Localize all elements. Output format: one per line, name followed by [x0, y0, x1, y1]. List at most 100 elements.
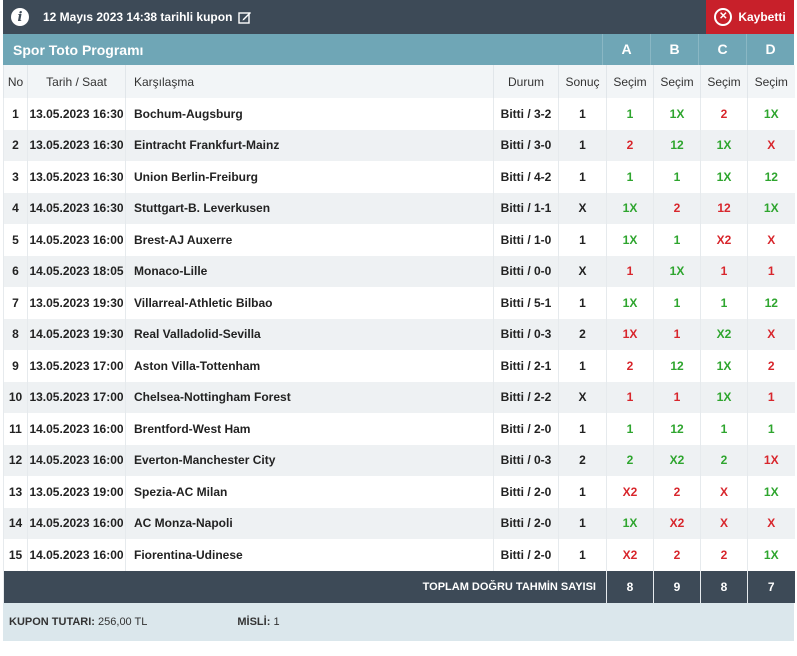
header-choice-b: Seçim	[653, 65, 701, 98]
row-choice-a: 1	[606, 161, 654, 193]
row-date: 13.05.2023 16:30	[27, 129, 126, 161]
table-row: 7 13.05.2023 19:30 Villarreal-Athletic Bil…	[3, 287, 795, 319]
row-match: Eintracht Frankfurt-Mainz	[125, 129, 494, 161]
info-icon[interactable]: i	[11, 8, 29, 26]
row-choice-c: 1	[700, 255, 748, 287]
column-headers: A B C D	[602, 34, 794, 65]
row-choice-d: 1X	[747, 476, 795, 508]
row-match: Fiorentina-Udinese	[125, 539, 494, 571]
table-row: 2 13.05.2023 16:30 Eintracht Frankfurt-Mai…	[3, 129, 795, 161]
program-bar: Spor Toto Programı A B C D	[3, 34, 794, 65]
row-result: 1	[558, 476, 607, 508]
row-no: 8	[3, 318, 28, 350]
row-choice-a: X2	[606, 476, 654, 508]
row-choice-d: X	[747, 224, 795, 256]
row-result: 2	[558, 444, 607, 476]
header-choice-c: Seçim	[700, 65, 748, 98]
coupon-header: i 12 Mayıs 2023 14:38 tarihli kupon ✕ Ka…	[3, 0, 794, 34]
row-choice-d: 1X	[747, 444, 795, 476]
header-match: Karşılaşma	[125, 65, 494, 98]
column-d: D	[746, 34, 794, 65]
header-no: No	[3, 65, 28, 98]
row-no: 9	[3, 350, 28, 382]
row-status: Bitti / 5-1	[493, 287, 559, 319]
row-result: 1	[558, 539, 607, 571]
row-status: Bitti / 2-1	[493, 350, 559, 382]
totals-label: TOPLAM DOĞRU TAHMİN SAYISI	[3, 570, 607, 603]
row-choice-d: 12	[747, 287, 795, 319]
row-choice-b: 1X	[653, 98, 701, 130]
row-status: Bitti / 2-0	[493, 507, 559, 539]
row-choice-c: 2	[700, 98, 748, 130]
total-a: 8	[606, 570, 654, 603]
header-choice-a: Seçim	[606, 65, 654, 98]
row-date: 14.05.2023 19:30	[27, 318, 126, 350]
table-row: 8 14.05.2023 19:30 Real Valladolid-Sevilla…	[3, 318, 795, 350]
row-result: 1	[558, 507, 607, 539]
row-status: Bitti / 3-0	[493, 129, 559, 161]
row-date: 13.05.2023 16:30	[27, 98, 126, 130]
row-date: 13.05.2023 17:00	[27, 381, 126, 413]
column-b: B	[650, 34, 698, 65]
row-match: Monaco-Lille	[125, 255, 494, 287]
table-row: 3 13.05.2023 16:30 Union Berlin-Freiburg Bi…	[3, 161, 795, 193]
row-choice-c: 1X	[700, 129, 748, 161]
amount-label: KUPON TUTARI:	[9, 615, 95, 628]
row-status: Bitti / 0-3	[493, 444, 559, 476]
table-row: 6 14.05.2023 18:05 Monaco-Lille Bitti / 0-0…	[3, 255, 795, 287]
row-choice-b: 1	[653, 381, 701, 413]
coupon-amount: KUPON TUTARI: 256,00 TL	[9, 616, 147, 628]
row-status: Bitti / 1-0	[493, 224, 559, 256]
row-match: Spezia-AC Milan	[125, 476, 494, 508]
row-no: 4	[3, 192, 28, 224]
row-choice-a: 1X	[606, 318, 654, 350]
row-no: 14	[3, 507, 28, 539]
row-choice-d: X	[747, 318, 795, 350]
table-row: 10 13.05.2023 17:00 Chelsea-Nottingham For…	[3, 381, 795, 413]
row-match: Bochum-Augsburg	[125, 98, 494, 130]
row-choice-a: 1	[606, 255, 654, 287]
header-result: Sonuç	[558, 65, 607, 98]
row-choice-c: 1X	[700, 350, 748, 382]
row-status: Bitti / 2-0	[493, 476, 559, 508]
row-choice-d: 1X	[747, 192, 795, 224]
table-header-row: No Tarih / Saat Karşılaşma Durum Sonuç S…	[3, 65, 795, 98]
row-no: 3	[3, 161, 28, 193]
header-choice-d: Seçim	[747, 65, 795, 98]
row-date: 14.05.2023 16:00	[27, 444, 126, 476]
row-date: 14.05.2023 16:00	[27, 413, 126, 445]
row-date: 13.05.2023 19:30	[27, 287, 126, 319]
edit-icon[interactable]	[238, 10, 252, 24]
row-result: 1	[558, 161, 607, 193]
coupon-footer: KUPON TUTARI: 256,00 TL MİSLİ: 1	[3, 602, 794, 641]
row-result: 1	[558, 350, 607, 382]
row-match: Villarreal-Athletic Bilbao	[125, 287, 494, 319]
row-match: Brest-AJ Auxerre	[125, 224, 494, 256]
row-choice-d: 2	[747, 350, 795, 382]
program-name: Spor Toto Programı	[13, 41, 144, 58]
row-choice-c: 2	[700, 539, 748, 571]
row-date: 14.05.2023 16:00	[27, 539, 126, 571]
header-date: Tarih / Saat	[27, 65, 126, 98]
total-d: 7	[747, 570, 795, 603]
row-choice-a: 1X	[606, 507, 654, 539]
row-choice-a: 1	[606, 413, 654, 445]
row-status: Bitti / 2-0	[493, 539, 559, 571]
coupon-multiplier: MİSLİ: 1	[237, 616, 279, 628]
row-result: 1	[558, 224, 607, 256]
totals-row: TOPLAM DOĞRU TAHMİN SAYISI 8 9 8 7	[3, 570, 795, 603]
row-choice-a: 2	[606, 444, 654, 476]
table-row: 1 13.05.2023 16:30 Bochum-Augsburg Bitti / …	[3, 98, 795, 130]
row-no: 10	[3, 381, 28, 413]
row-choice-a: 1	[606, 98, 654, 130]
row-choice-c: 2	[700, 444, 748, 476]
row-result: 1	[558, 287, 607, 319]
row-choice-b: 1	[653, 287, 701, 319]
matches-table: No Tarih / Saat Karşılaşma Durum Sonuç S…	[3, 65, 795, 603]
row-choice-c: 12	[700, 192, 748, 224]
multiplier-value: 1	[273, 615, 280, 628]
row-status: Bitti / 3-2	[493, 98, 559, 130]
row-choice-c: X	[700, 476, 748, 508]
row-choice-d: 1	[747, 413, 795, 445]
row-date: 14.05.2023 18:05	[27, 255, 126, 287]
